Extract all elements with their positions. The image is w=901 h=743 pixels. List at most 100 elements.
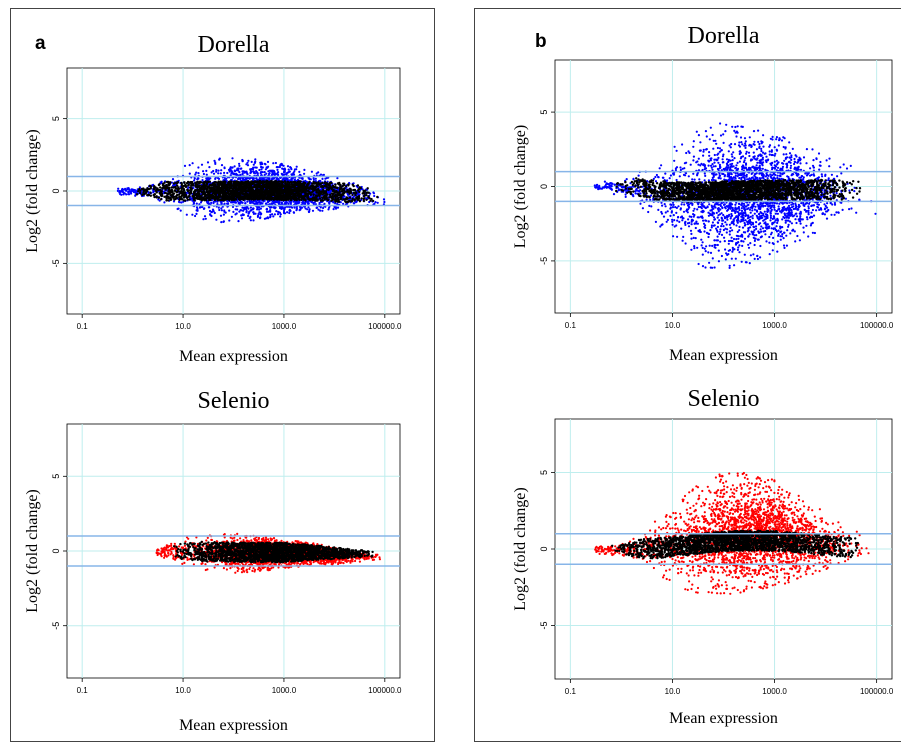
data-point (247, 188, 250, 191)
data-point (276, 172, 279, 175)
data-point (200, 185, 204, 188)
data-point (212, 201, 215, 205)
data-point (192, 190, 196, 194)
panel-a-letter: a (35, 33, 46, 54)
data-point (240, 214, 243, 217)
data-point (282, 198, 285, 202)
data-point (367, 195, 370, 199)
data-point (284, 201, 287, 205)
data-point (347, 183, 350, 186)
data-point (259, 216, 262, 219)
data-point (219, 172, 222, 175)
data-point (332, 201, 335, 204)
data-point (308, 178, 311, 181)
data-point (241, 172, 244, 175)
data-point (286, 165, 290, 168)
data-point (324, 185, 327, 188)
data-point (186, 198, 189, 201)
data-point (193, 196, 196, 200)
data-point (224, 180, 227, 184)
data-point (239, 173, 242, 176)
data-point (255, 166, 258, 169)
data-point (198, 181, 201, 184)
data-point (284, 195, 288, 198)
data-point (287, 184, 291, 188)
data-point (127, 190, 130, 194)
data-point (300, 177, 303, 180)
data-point (244, 192, 247, 195)
data-point (291, 192, 294, 195)
data-point (283, 180, 287, 183)
data-point (320, 182, 323, 185)
data-point (149, 191, 152, 194)
data-point (233, 170, 237, 173)
data-point (287, 171, 290, 174)
data-point (319, 206, 322, 209)
data-point (194, 181, 197, 184)
data-point (170, 186, 173, 189)
data-point (355, 196, 358, 199)
data-point (336, 206, 340, 209)
data-point (234, 198, 238, 201)
data-point (149, 187, 152, 190)
data-point (334, 202, 337, 205)
data-point (182, 194, 185, 197)
data-point (264, 185, 267, 189)
data-point (348, 196, 352, 199)
data-point (197, 177, 200, 180)
data-point (328, 186, 332, 190)
data-point (285, 178, 288, 181)
data-point (280, 186, 284, 189)
data-point (160, 194, 163, 198)
data-point (220, 188, 223, 192)
data-point (173, 198, 176, 201)
data-point (119, 190, 122, 193)
data-point (235, 212, 238, 215)
data-point (191, 162, 194, 165)
data-point (195, 184, 198, 187)
data-point (230, 193, 234, 196)
data-point (212, 188, 215, 192)
data-point (238, 164, 241, 167)
data-point (247, 159, 250, 162)
data-point (242, 198, 245, 201)
data-point (271, 193, 275, 197)
data-point (230, 166, 233, 169)
data-point (281, 178, 284, 181)
data-point (298, 193, 302, 196)
data-point (293, 180, 297, 184)
data-point (209, 213, 212, 216)
data-point (179, 209, 182, 212)
data-point (303, 189, 307, 192)
data-point (371, 199, 375, 203)
data-point (290, 198, 293, 201)
data-point (250, 197, 253, 200)
data-point (328, 193, 332, 196)
data-point (180, 197, 183, 201)
data-point (362, 199, 365, 203)
data-point (308, 192, 311, 195)
data-point (305, 187, 308, 190)
data-point (248, 210, 251, 213)
data-point (238, 171, 241, 174)
data-point (324, 177, 327, 180)
data-point (272, 177, 275, 180)
data-point (202, 196, 205, 199)
data-point (357, 198, 360, 201)
data-point (360, 197, 363, 200)
y-tick-label: 5 (51, 116, 61, 121)
data-point (344, 185, 348, 188)
data-point (246, 200, 249, 203)
data-point (278, 206, 282, 210)
data-point (212, 169, 215, 173)
data-point (190, 187, 193, 190)
data-point (232, 210, 235, 213)
panel-b-letter: b (535, 31, 547, 52)
data-point (224, 194, 227, 198)
data-point (262, 183, 266, 186)
data-point (303, 172, 306, 175)
data-point (188, 164, 191, 167)
data-point (271, 173, 274, 176)
data-point (288, 211, 291, 215)
data-point (342, 184, 346, 187)
